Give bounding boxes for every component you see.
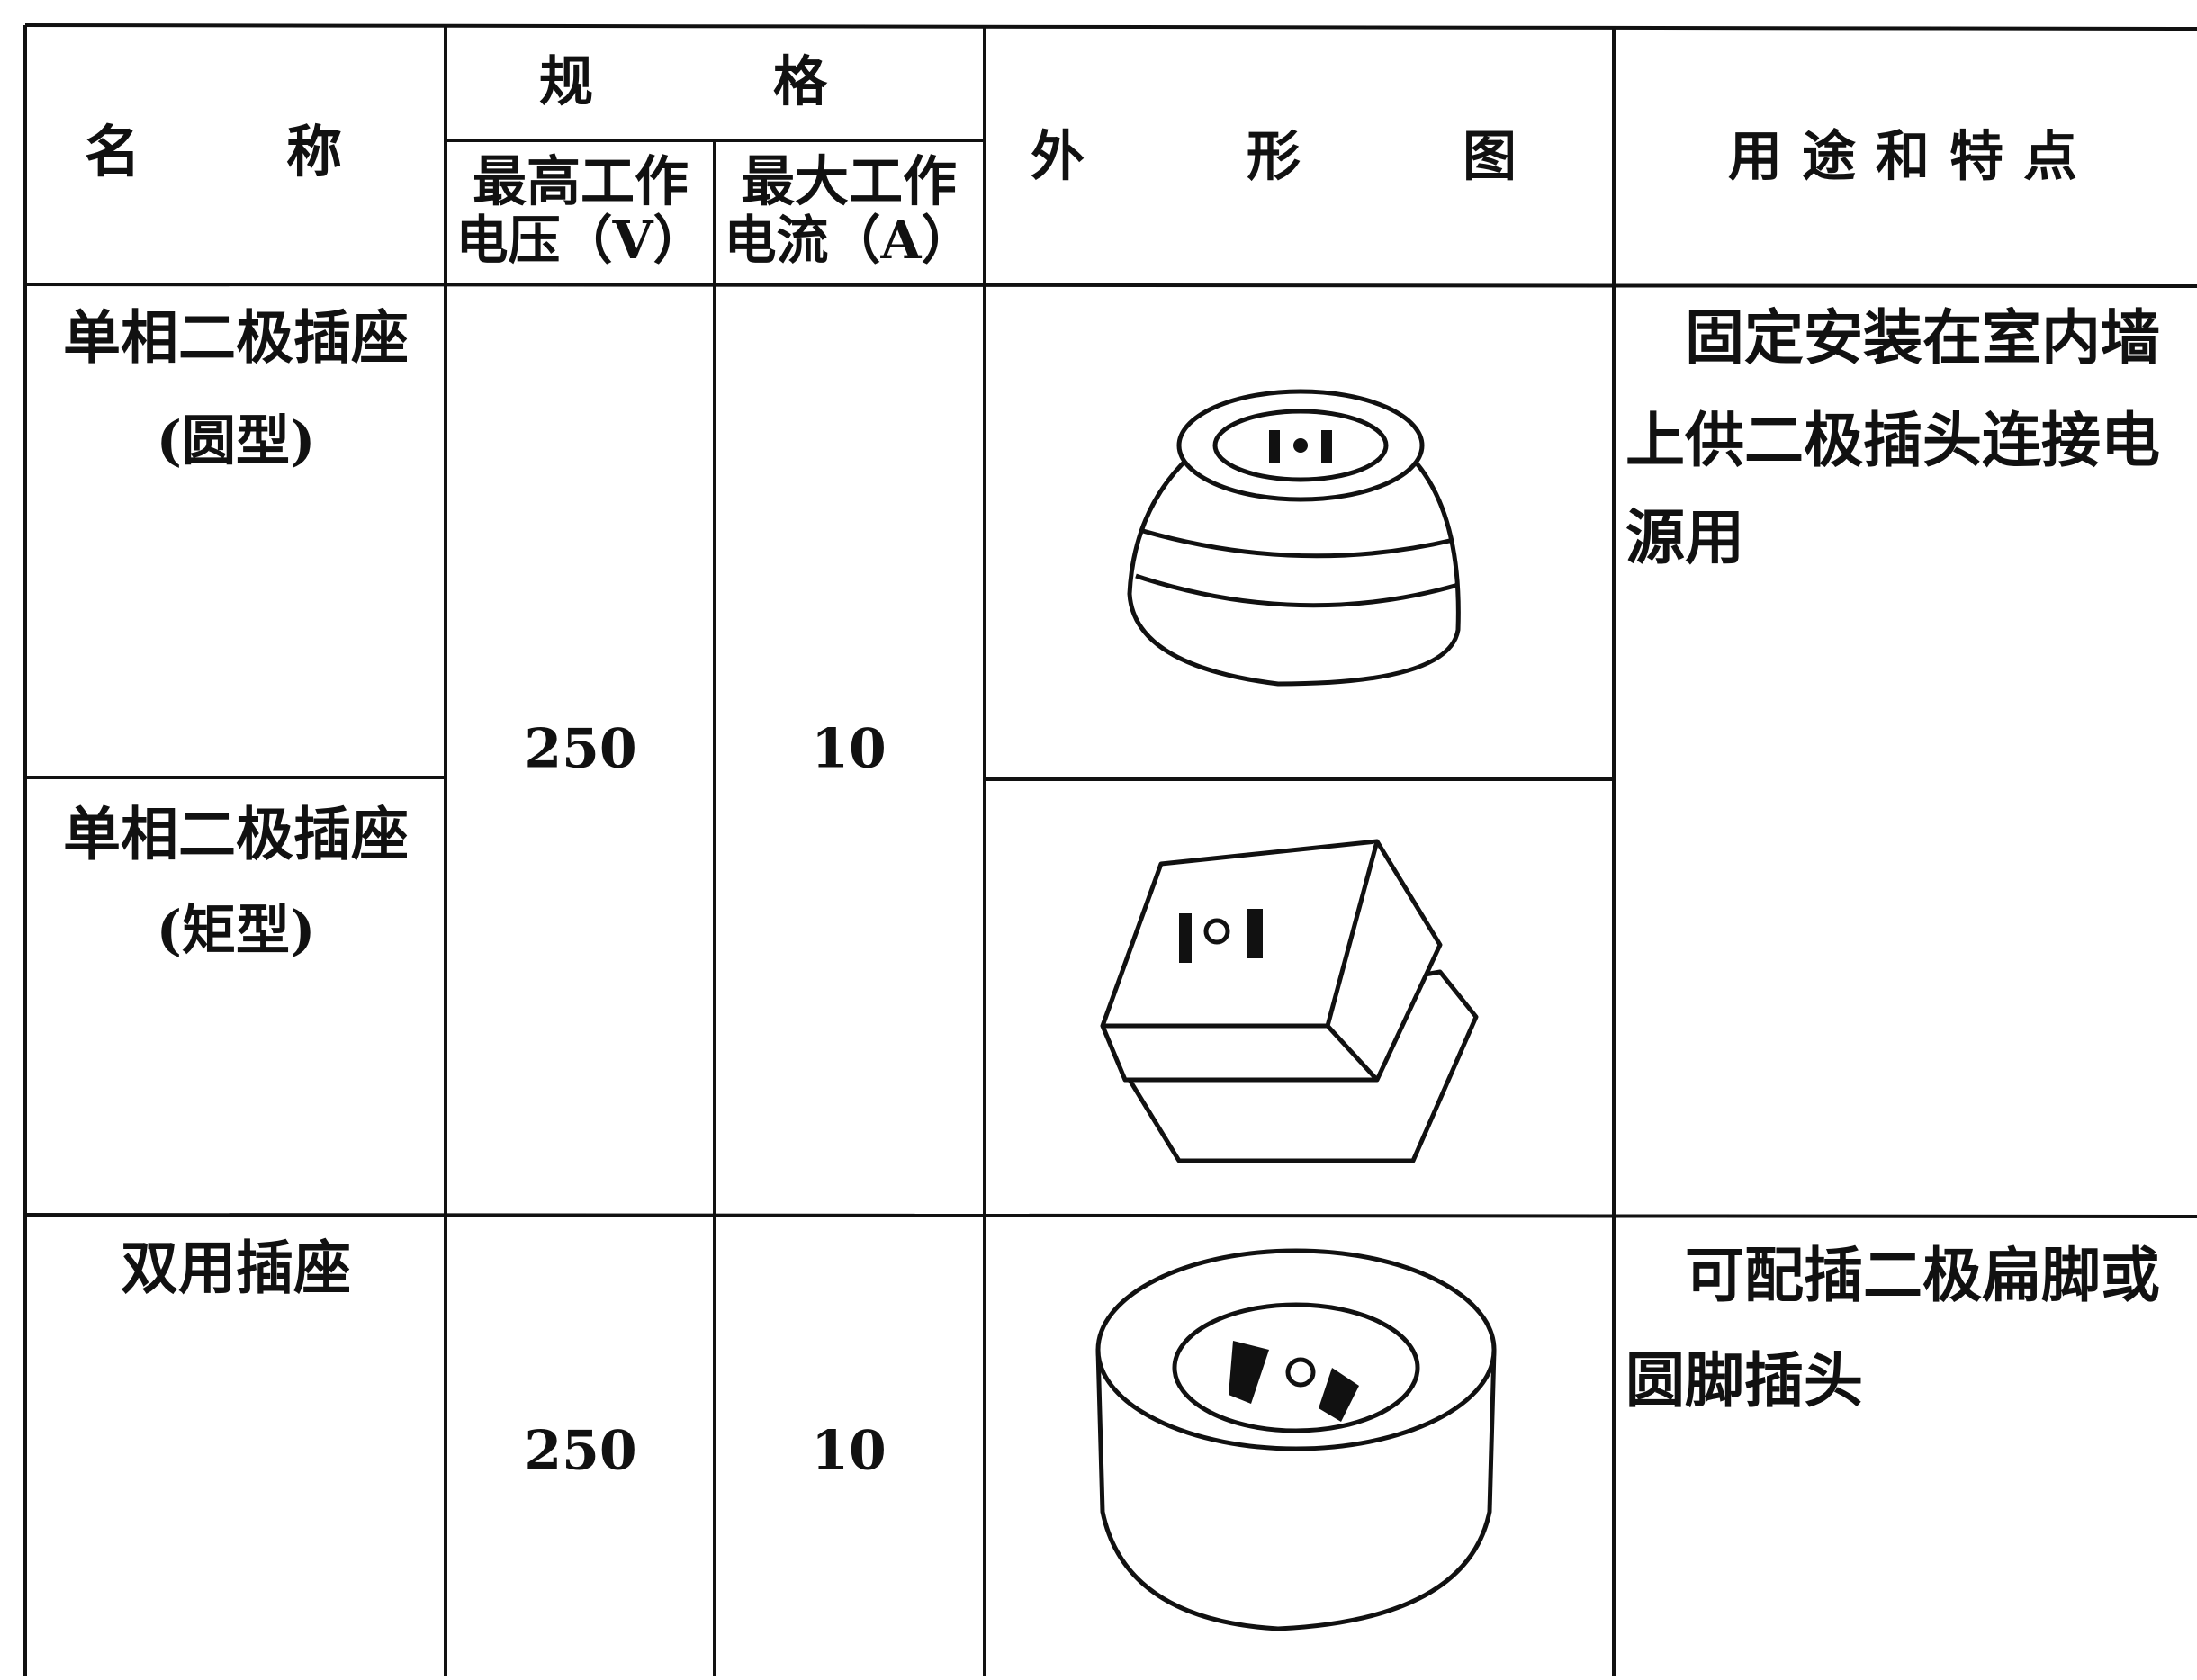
usage-text: 固定安装在室内墙 xyxy=(1625,302,2160,373)
row-name: 双用插座 xyxy=(121,1235,351,1303)
header-voltage: 电压（V） xyxy=(455,210,705,271)
usage-text: 可配插二极扁脚或 xyxy=(1625,1240,2160,1310)
table-rules xyxy=(23,23,2197,1676)
header-figure: 外 形 图 xyxy=(1031,126,1571,189)
rect-socket-figure xyxy=(1100,839,1479,1163)
header-name: 名 称 xyxy=(85,119,387,184)
current: 10 xyxy=(811,1420,887,1483)
usage-text: 上供二极插头连接电 xyxy=(1625,405,2160,475)
voltage: 250 xyxy=(524,718,636,781)
row-name: (圆型) xyxy=(157,410,316,473)
usage-text: 圆脚插头 xyxy=(1625,1345,1863,1415)
voltage: 250 xyxy=(524,1420,636,1483)
header-voltage: 最高工作 xyxy=(473,151,689,214)
round-socket-figure xyxy=(1127,389,1461,687)
row-name: 单相二极插座 xyxy=(63,305,409,373)
header-spec: 规 格 xyxy=(539,51,890,114)
usage-text: 源用 xyxy=(1625,502,1744,572)
current: 10 xyxy=(811,718,887,781)
header-usage: 用途和特点 xyxy=(1728,126,2097,189)
row-name: 单相二极插座 xyxy=(63,802,409,869)
header-current: 最大工作 xyxy=(741,151,957,214)
header-current: 电流（A） xyxy=(724,210,973,271)
dual-socket-figure xyxy=(1095,1248,1497,1631)
row-name: (矩型) xyxy=(157,900,316,963)
